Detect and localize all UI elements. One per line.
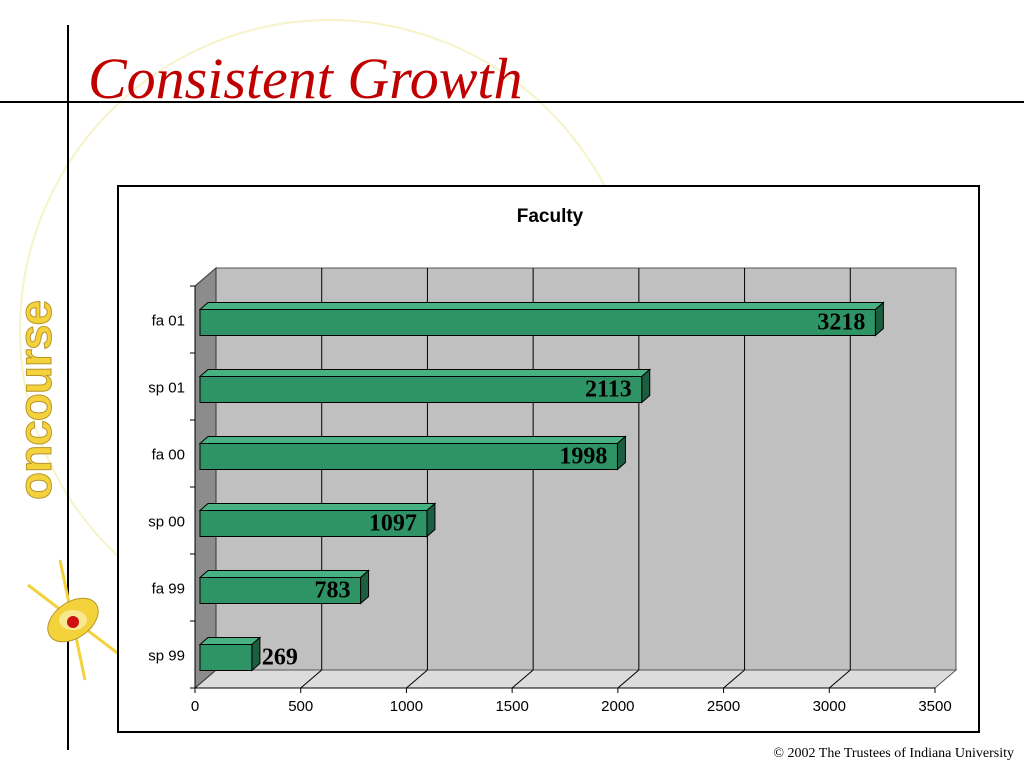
y-category-label: fa 00 xyxy=(152,447,185,464)
data-label: 2113 xyxy=(585,377,632,403)
x-tick-label: 1500 xyxy=(495,698,528,715)
plot-floor xyxy=(193,669,958,689)
faculty-bar-chart: 0 500 1000 1500 2000 2500 3000 3500 3218 fa 01 211… xyxy=(148,266,958,715)
oncourse-logo-icon xyxy=(27,559,121,681)
y-category-label: sp 01 xyxy=(148,380,185,397)
bar xyxy=(199,443,618,470)
bar-top xyxy=(198,637,262,645)
chart-title: Faculty xyxy=(516,206,584,227)
x-gridline-floor xyxy=(828,669,851,689)
bar xyxy=(199,309,876,336)
bar xyxy=(199,577,362,604)
data-label: 3218 xyxy=(817,310,865,336)
y-category-label: sp 00 xyxy=(148,514,185,531)
y-category-label: fa 99 xyxy=(152,581,185,598)
bar-top xyxy=(198,302,885,310)
bar-top xyxy=(198,436,627,444)
oncourse-logo-text: oncourse xyxy=(9,300,62,500)
x-tick-label: 3500 xyxy=(918,698,951,715)
x-tick-label: 2000 xyxy=(601,698,634,715)
bar xyxy=(199,510,428,537)
x-gridline-floor xyxy=(723,669,745,689)
x-tick-label: 2500 xyxy=(707,698,740,715)
copyright-footer: © 2002 The Trustees of Indiana Universit… xyxy=(773,746,1014,761)
y-category-label: sp 99 xyxy=(148,648,185,665)
x-gridline-floor xyxy=(300,669,323,689)
slide-title: Consistent Growth xyxy=(88,46,523,111)
x-gridline-floor xyxy=(617,669,640,689)
bar-top xyxy=(198,503,437,511)
x-tick-label: 1000 xyxy=(390,698,423,715)
x-gridline-floor xyxy=(406,669,428,689)
data-label: 1998 xyxy=(559,444,607,470)
bar-top xyxy=(198,369,652,377)
data-label: 783 xyxy=(315,578,351,604)
x-tick-label: 500 xyxy=(288,698,313,715)
bar-top xyxy=(198,570,370,578)
data-label: 1097 xyxy=(369,511,417,537)
x-tick-label: 3000 xyxy=(813,698,846,715)
bar xyxy=(199,644,253,671)
data-label: 269 xyxy=(262,645,298,671)
bar xyxy=(199,376,643,403)
x-tick-label: 0 xyxy=(191,698,199,715)
x-gridline-floor xyxy=(511,669,534,689)
y-category-label: fa 01 xyxy=(152,313,185,330)
